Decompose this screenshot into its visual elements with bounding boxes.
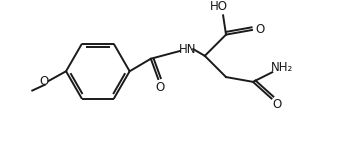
Text: O: O	[155, 81, 164, 94]
Text: HN: HN	[179, 43, 196, 56]
Text: HO: HO	[210, 0, 228, 13]
Text: O: O	[255, 23, 264, 36]
Text: O: O	[272, 98, 282, 112]
Text: O: O	[39, 75, 48, 88]
Text: NH₂: NH₂	[271, 61, 293, 74]
